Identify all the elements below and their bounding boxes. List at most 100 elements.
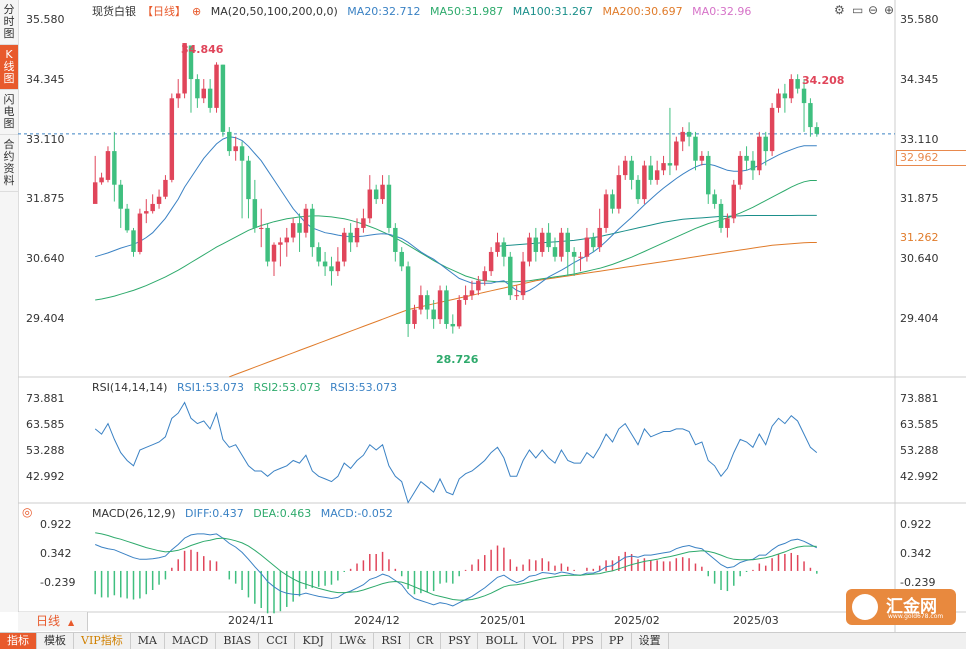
candle-body <box>188 45 194 80</box>
rsi-tick-left: 53.288 <box>26 444 65 457</box>
candle-body <box>201 88 206 99</box>
candle-body <box>316 247 321 262</box>
rsi-tick-left: 63.585 <box>26 418 65 431</box>
candle-body <box>297 223 302 233</box>
tab-pps[interactable]: PPS <box>564 633 602 649</box>
macd-tick-left: 0.922 <box>40 518 72 531</box>
candle-body <box>412 309 417 324</box>
tab-flash[interactable]: 闪电图 <box>0 90 18 135</box>
tab-boll[interactable]: BOLL <box>478 633 526 649</box>
tab-psy[interactable]: PSY <box>441 633 479 649</box>
macd-tick-right: -0.239 <box>900 576 936 589</box>
candle-body <box>393 227 398 252</box>
macd-spec[interactable]: MACD(26,12,9) <box>92 507 176 520</box>
tab-timeshare[interactable]: 分时图 <box>0 0 18 45</box>
rsi-spec[interactable]: RSI(14,14,14) <box>92 381 168 394</box>
ma100-value: MA100:31.267 <box>512 5 593 18</box>
tab-ma[interactable]: MA <box>131 633 165 649</box>
date-tick: 2025/03 <box>733 614 779 627</box>
minimize-icon[interactable]: ▭ <box>852 3 864 17</box>
ma100-line <box>497 214 817 247</box>
candle-body <box>699 155 705 161</box>
tab-cci[interactable]: CCI <box>259 633 296 649</box>
ma100-price-label: 31.262 <box>900 231 939 244</box>
rsi1-value: RSI1:53.073 <box>176 381 245 394</box>
candle-body <box>182 43 187 94</box>
candle-body <box>571 251 577 257</box>
candle-body <box>131 230 136 252</box>
zoom-in-icon[interactable]: ⊕ <box>884 3 895 17</box>
candle-body <box>99 177 104 183</box>
period-button-label: 日线 <box>36 614 61 628</box>
ma-spec[interactable]: MA(20,50,100,200,0,0) <box>210 5 338 18</box>
price-tick-left: 30.640 <box>26 252 65 265</box>
tab-template[interactable]: 模板 <box>37 633 74 649</box>
candle-body <box>776 93 781 108</box>
tab-pp[interactable]: PP <box>602 633 632 649</box>
macd-tick-right: 0.922 <box>900 518 932 531</box>
high-annotation: 34.846 <box>181 43 224 56</box>
candle-body <box>591 237 596 248</box>
candle-body <box>629 160 634 180</box>
candle-body <box>642 165 647 200</box>
price-tick-right: 33.110 <box>900 133 939 146</box>
candle-body <box>808 103 813 128</box>
period-button[interactable]: 日线 ▲ <box>18 612 88 631</box>
rsi-line <box>94 401 818 504</box>
rsi-tick-right: 53.288 <box>900 444 939 457</box>
candle-body <box>112 151 117 185</box>
candle-body <box>463 295 468 300</box>
tab-lw[interactable]: LW& <box>332 633 375 649</box>
candle-body <box>303 208 309 233</box>
tab-vip[interactable]: VIP指标 <box>74 633 131 649</box>
rsi-header: RSI(14,14,14) RSI1:53.073 RSI2:53.073 RS… <box>92 381 403 394</box>
candle-body <box>514 295 519 297</box>
macd-target-icon[interactable]: ◎ <box>22 505 33 519</box>
zoom-out-icon[interactable]: ⊖ <box>868 3 879 17</box>
candle-body <box>648 165 654 180</box>
last-price-label: 32.962 <box>896 150 966 166</box>
price-tick-right: 31.875 <box>900 192 939 205</box>
candle-body <box>246 160 251 200</box>
tab-bias[interactable]: BIAS <box>216 633 260 649</box>
candle-body <box>265 227 270 262</box>
candle-body <box>552 247 558 257</box>
candle-body <box>380 184 385 200</box>
candle-body <box>444 290 449 324</box>
settings-icon[interactable]: ⚙ <box>834 3 845 17</box>
candle-body <box>789 79 794 99</box>
ma-settings-icon[interactable]: ⊕ <box>192 5 202 18</box>
candle-body <box>405 266 411 324</box>
ma0-value: MA0:32.96 <box>692 5 752 18</box>
candle-body <box>137 213 143 252</box>
rsi2-value: RSI2:53.073 <box>253 381 321 394</box>
price-tick-left: 34.345 <box>26 73 65 86</box>
candle-body <box>124 208 130 231</box>
macd-tick-left: 0.342 <box>40 547 72 560</box>
candle-body <box>214 64 219 108</box>
candle-body <box>488 251 494 272</box>
candle-body <box>546 232 551 248</box>
candle-body <box>361 218 366 228</box>
candle-body <box>725 218 730 228</box>
tab-cr[interactable]: CR <box>410 633 442 649</box>
tab-settings[interactable]: 设置 <box>632 633 669 649</box>
tab-kline[interactable]: K线图 <box>0 45 18 90</box>
candle-body <box>118 184 123 209</box>
tab-macd[interactable]: MACD <box>165 633 217 649</box>
period-label[interactable]: 【日线】 <box>142 5 186 18</box>
candle-body <box>150 203 155 212</box>
symbol-name: 现货白银 <box>92 5 136 18</box>
candle-body <box>425 295 430 310</box>
candle-body <box>373 189 379 200</box>
price-tick-left: 29.404 <box>26 312 65 325</box>
tab-indicator[interactable]: 指标 <box>0 633 37 649</box>
tab-contract[interactable]: 合约资料 <box>0 135 18 192</box>
candle-body <box>706 155 711 195</box>
tab-rsi[interactable]: RSI <box>374 633 410 649</box>
candle-body <box>92 182 98 204</box>
price-tick-right: 29.404 <box>900 312 939 325</box>
tab-kdj[interactable]: KDJ <box>295 633 332 649</box>
tab-vol[interactable]: VOL <box>525 633 565 649</box>
